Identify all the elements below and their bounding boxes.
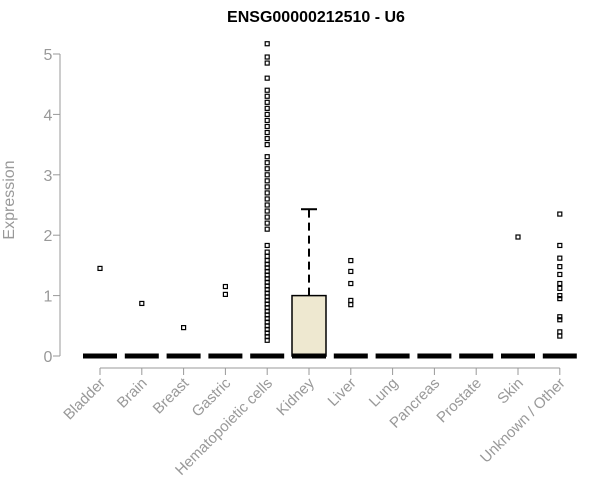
- outlier-point: [264, 190, 270, 196]
- outlier-point: [515, 234, 521, 240]
- outlier-point: [264, 208, 270, 214]
- outlier-point: [264, 75, 270, 81]
- x-tick-label: Bladder: [60, 375, 109, 424]
- y-tick-label: 2: [44, 228, 53, 245]
- outlier-point: [264, 129, 270, 136]
- box-group: [542, 211, 577, 359]
- outlier-point: [557, 242, 563, 249]
- box-group: [83, 265, 117, 359]
- box: [291, 294, 327, 357]
- outlier-point: [222, 283, 228, 290]
- outlier-point: [557, 314, 563, 320]
- outlier-point: [264, 220, 270, 226]
- outlier-point: [264, 60, 270, 66]
- outlier-point: [348, 302, 354, 308]
- outlier-point: [557, 296, 563, 302]
- box-group: [124, 300, 159, 359]
- outlier-point: [348, 280, 354, 287]
- outlier-point: [264, 214, 270, 220]
- y-tick-label: 1: [44, 289, 53, 306]
- x-tick-label: Breast: [150, 374, 193, 417]
- outlier-point: [348, 257, 354, 264]
- outlier-point: [557, 255, 563, 261]
- outlier-point: [264, 123, 270, 130]
- outlier-point: [264, 105, 270, 111]
- chart-title: ENSG00000212510 - U6: [227, 9, 405, 26]
- x-tick-label: Skin: [494, 375, 527, 408]
- box-group: [208, 283, 243, 359]
- outlier-point: [264, 111, 270, 118]
- y-tick-label: 3: [44, 168, 53, 185]
- y-tick-label: 5: [44, 47, 53, 64]
- outlier-point: [264, 154, 270, 160]
- outlier-point: [264, 202, 270, 208]
- box-group: [333, 257, 368, 359]
- outlier-point: [264, 166, 270, 172]
- outlier-point: [264, 249, 270, 255]
- plot-area: [83, 41, 577, 359]
- outlier-point: [222, 291, 228, 297]
- outlier-point: [557, 211, 563, 217]
- outlier-point: [557, 280, 563, 287]
- outlier-point: [557, 293, 563, 299]
- outlier-point: [348, 268, 354, 275]
- outlier-point: [97, 265, 103, 272]
- outlier-point: [557, 285, 563, 291]
- outlier-point: [264, 196, 270, 202]
- outlier-point: [557, 329, 563, 335]
- outlier-point: [181, 325, 187, 331]
- x-tick-label: Lung: [366, 375, 402, 411]
- outlier-point: [557, 333, 563, 339]
- outlier-point: [264, 172, 270, 178]
- outlier-point: [264, 117, 270, 124]
- outlier-point: [139, 300, 145, 307]
- outlier-point: [264, 135, 270, 142]
- y-axis: 0 1 2 3 4 5: [44, 47, 61, 366]
- y-axis-label: Expression: [1, 160, 18, 239]
- outlier-point: [264, 93, 270, 99]
- y-tick-label: 0: [44, 349, 53, 366]
- outlier-point: [264, 41, 270, 47]
- outlier-point: [264, 226, 270, 232]
- y-tick-label: 4: [44, 107, 53, 124]
- box-group: [250, 41, 285, 359]
- x-tick-label: Brain: [114, 375, 151, 412]
- x-tick-label: Liver: [325, 375, 360, 410]
- box-group: [166, 325, 201, 359]
- outlier-point: [264, 87, 270, 93]
- outlier-point: [557, 271, 563, 278]
- outlier-point: [264, 242, 270, 249]
- outlier-point: [264, 184, 270, 190]
- outlier-point: [348, 297, 354, 304]
- outlier-point: [264, 99, 270, 105]
- outlier-point: [264, 160, 270, 166]
- outlier-point: [264, 178, 270, 184]
- outlier-point: [264, 253, 270, 259]
- outlier-point: [264, 142, 270, 148]
- outlier-point: [264, 54, 270, 60]
- x-tick-label: Prostate: [433, 375, 485, 427]
- x-tick-label: Kidney: [273, 374, 318, 419]
- box-group: [291, 208, 327, 359]
- box-group: [501, 234, 535, 359]
- outlier-point: [557, 264, 563, 270]
- outlier-point: [557, 317, 563, 323]
